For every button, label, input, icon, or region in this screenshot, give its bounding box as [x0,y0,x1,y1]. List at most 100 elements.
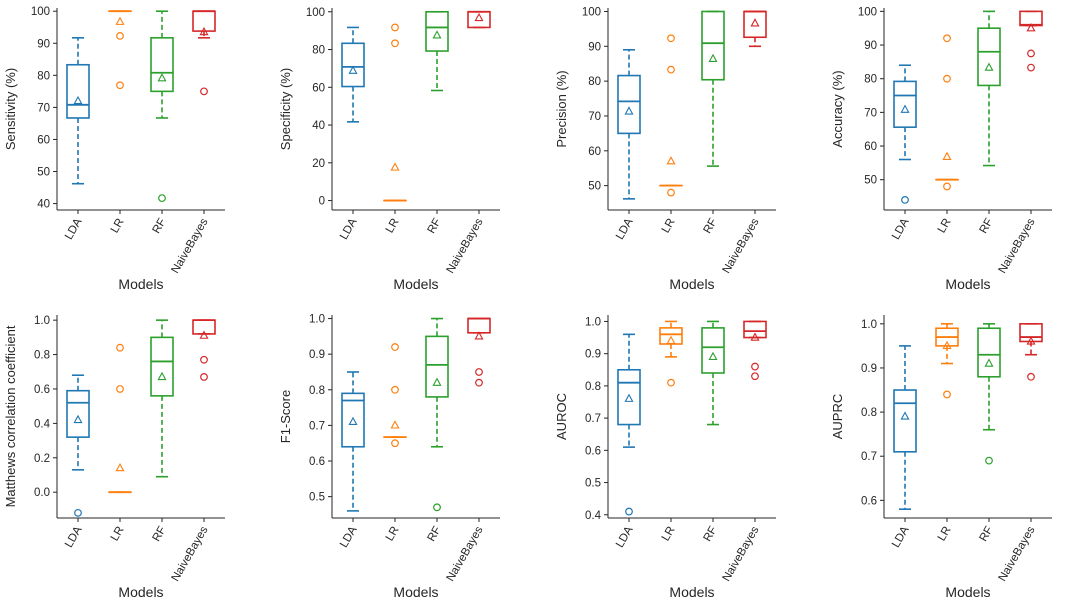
y-tick-label: 60 [37,134,50,146]
outlier-point [433,503,441,512]
mean-marker [73,414,83,424]
y-tick-label: 0.4 [585,510,602,522]
y-tick-label: 80 [312,45,325,57]
x-tick-label: RF [426,525,444,544]
box-rf [977,10,1001,167]
x-tick-label: RF [702,217,720,236]
y-tick-label: 50 [37,167,50,179]
y-tick-label: 0.7 [585,413,601,425]
subplot-3: 50 60 70 80 90 100 Precision (%) LDA LR RF NaiveBa… [554,6,776,292]
outlier-point [667,188,675,197]
y-tick-label: 20 [312,158,325,170]
iqr-box [341,42,365,88]
x-tick-label: LDA [614,524,636,550]
iqr-box [893,389,917,453]
iqr-box [701,327,725,374]
outlier-point [751,362,759,371]
iqr-box [66,389,90,438]
y-tick-label: 80 [37,70,50,82]
box-rf [701,320,725,426]
y-tick-label: 0.6 [585,445,601,457]
outlier-point [1027,372,1035,381]
x-tick-label: RF [978,217,996,236]
iqr-box [701,10,725,81]
y-tick-label: 0.8 [309,385,325,397]
y-tick-label: 100 [858,6,877,18]
x-axis-title: Models [393,276,438,292]
y-tick-label: 0.6 [34,384,50,396]
y-tick-label: 40 [37,199,50,211]
mean-marker [984,62,994,71]
box-rf [150,319,174,478]
y-tick-label: 0.8 [861,407,877,419]
mean-marker [750,18,760,27]
y-tick-label: 80 [588,76,601,88]
y-tick-label: 1.0 [34,315,50,327]
outlier-point [985,456,993,465]
iqr-box [425,10,449,52]
mean-marker [984,358,994,367]
mean-marker [750,332,760,341]
box-naivebayes [467,317,491,387]
box-lda [66,374,90,517]
y-axis-title: F1-Score [278,390,293,443]
iqr-box [150,37,174,93]
outlier-point [116,31,124,40]
iqr-box [893,80,917,128]
x-tick-label: NaiveBayes [170,216,211,275]
outlier-point [391,39,399,48]
outlier-point [943,182,951,191]
x-tick-label: LR [384,217,402,236]
mean-marker [942,151,952,160]
y-tick-label: 0.9 [309,349,325,361]
outlier-point [116,385,124,393]
box-lr [108,10,132,90]
box-lr [659,320,683,387]
y-tick-label: 0.5 [309,492,325,504]
x-tick-label: RF [151,217,169,236]
box-lda [893,345,917,510]
x-tick-label: LDA [338,524,360,550]
box-lda [341,371,365,512]
x-tick-label: RF [151,525,169,544]
x-tick-label: LDA [338,216,360,242]
mean-marker [666,156,676,165]
x-tick-label: LR [660,217,678,236]
y-tick-label: 100 [306,7,325,19]
x-axis-title: Models [945,584,990,600]
subplot-6: 0.5 0.6 0.7 0.8 0.9 1.0 F1-Score LDA LR RF NaiveBa… [278,314,500,600]
box-lda [617,333,641,516]
x-tick-label: LR [936,525,954,544]
mean-marker [390,162,400,171]
x-tick-label: LR [936,217,954,236]
y-tick-label: 0.4 [34,418,51,430]
x-tick-label: NaiveBayes [721,524,762,583]
box-lda [66,37,90,185]
mean-marker [942,340,952,350]
y-tick-label: 100 [31,6,50,18]
mean-marker [474,331,484,340]
y-tick-label: 0 [319,196,325,208]
x-tick-label: RF [426,217,444,236]
box-lr [108,343,132,494]
outlier-point [116,343,124,352]
box-rf [701,10,725,167]
y-tick-label: 0.8 [34,350,50,362]
subplot-4: 50 60 70 80 90 100 Accuracy (%) LDA LR RF NaiveBay… [830,6,1052,292]
mean-marker [348,416,358,425]
mean-marker [199,330,209,339]
box-lr [935,323,959,399]
outlier-point [667,378,675,387]
y-tick-label: 70 [37,102,50,114]
y-tick-label: 60 [588,146,601,158]
y-tick-label: 0.9 [585,349,601,361]
mean-marker [73,95,83,105]
x-tick-label: LDA [63,524,85,550]
y-tick-label: 80 [864,74,877,86]
iqr-box [977,27,1001,87]
y-tick-label: 50 [588,181,601,193]
mean-marker [390,420,400,429]
y-tick-label: 0.7 [861,451,877,463]
outlier-point [1027,49,1035,58]
x-tick-label: RF [978,525,996,544]
